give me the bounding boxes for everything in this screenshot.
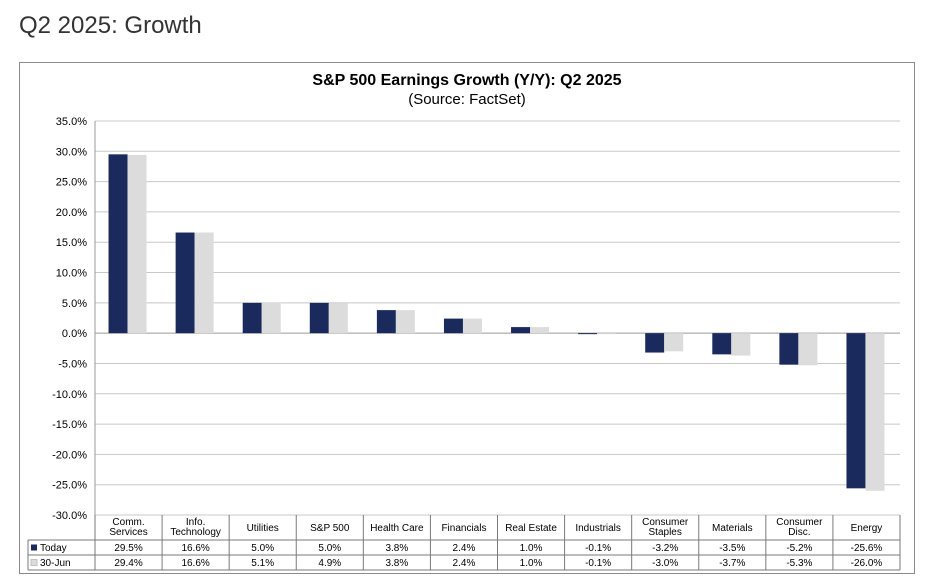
category-label: Consumer — [642, 517, 689, 528]
bar-today — [846, 333, 866, 489]
category-label: Disc. — [788, 527, 810, 538]
bar-today — [242, 302, 262, 334]
category-label: Health Care — [370, 523, 424, 534]
bar-30-jun — [395, 310, 415, 334]
bar-today — [309, 302, 329, 334]
data-label: 1.0% — [520, 558, 543, 569]
data-label: 1.0% — [520, 543, 543, 554]
data-label: -26.0% — [851, 558, 883, 569]
legend-label: Today — [40, 543, 67, 554]
chart-title: S&P 500 Earnings Growth (Y/Y): Q2 2025 — [312, 72, 621, 89]
y-tick-label: 5.0% — [62, 298, 87, 310]
y-tick-label: -5.0% — [58, 358, 87, 370]
data-label: -0.1% — [585, 558, 611, 569]
bar-30-jun — [462, 318, 482, 334]
data-label: 16.6% — [181, 558, 209, 569]
category-label: Consumer — [776, 517, 823, 528]
category-label: S&P 500 — [310, 523, 350, 534]
legend-swatch-30-jun — [30, 559, 38, 566]
category-label: Services — [109, 527, 147, 538]
bar-today — [511, 327, 531, 334]
data-label: 29.4% — [114, 558, 142, 569]
data-label: -3.2% — [652, 543, 678, 554]
data-label: 5.0% — [251, 543, 274, 554]
earnings-growth-chart: S&P 500 Earnings Growth (Y/Y): Q2 2025 (… — [27, 72, 901, 571]
data-label: 5.0% — [318, 543, 341, 554]
y-tick-label: -20.0% — [52, 449, 87, 461]
y-tick-label: 25.0% — [56, 177, 87, 189]
bar-today — [645, 333, 665, 353]
legend-label: 30-Jun — [40, 558, 71, 569]
bar-today — [443, 318, 463, 334]
bar-30-jun — [530, 327, 550, 334]
chart-subtitle: (Source: FactSet) — [408, 91, 526, 108]
category-label: Comm. — [112, 517, 144, 528]
data-label: 3.8% — [385, 558, 408, 569]
bars — [108, 154, 885, 491]
bar-today — [712, 333, 732, 355]
y-tick-label: -30.0% — [52, 510, 87, 522]
bar-today — [779, 333, 799, 365]
y-tick-label: 20.0% — [56, 207, 87, 219]
data-label: -5.3% — [786, 558, 812, 569]
category-label: Utilities — [247, 523, 279, 534]
data-label: -0.1% — [585, 543, 611, 554]
bar-30-jun — [328, 303, 348, 334]
data-label: -3.5% — [719, 543, 745, 554]
data-label: 29.5% — [114, 543, 142, 554]
y-axis-ticks: 35.0% 30.0% 25.0% 20.0% 15.0% 10.0% 5.0% 0.0% -5… — [52, 116, 87, 522]
data-label: -3.0% — [652, 558, 678, 569]
bar-30-jun — [261, 302, 281, 334]
data-label: 2.4% — [453, 558, 476, 569]
category-label: Materials — [712, 523, 753, 534]
category-label: Info. — [186, 517, 205, 528]
y-tick-label: 35.0% — [56, 116, 87, 128]
data-label: -25.6% — [851, 543, 883, 554]
bar-30-jun — [798, 333, 818, 366]
bar-30-jun — [597, 333, 617, 335]
category-label: Financials — [441, 523, 486, 534]
data-table: Comm.Services Info.Technology Utilities S&P… — [27, 515, 901, 571]
category-label: Real Estate — [505, 523, 557, 534]
data-label: 2.4% — [453, 543, 476, 554]
category-label: Energy — [851, 523, 883, 534]
category-label: Staples — [649, 527, 682, 538]
bar-30-jun — [127, 154, 147, 334]
y-tick-label: 0.0% — [62, 328, 87, 340]
category-label: Industrials — [575, 523, 621, 534]
bar-30-jun — [731, 333, 751, 356]
y-tick-label: -25.0% — [52, 480, 87, 492]
bar-today — [578, 333, 598, 335]
bar-today — [108, 154, 128, 334]
y-tick-label: 30.0% — [56, 146, 87, 158]
data-label: 5.1% — [251, 558, 274, 569]
bar-30-jun — [664, 333, 684, 352]
data-label: 16.6% — [181, 543, 209, 554]
y-tick-label: -15.0% — [52, 419, 87, 431]
data-label: -3.7% — [719, 558, 745, 569]
data-label: 4.9% — [318, 558, 341, 569]
bar-30-jun — [865, 333, 885, 491]
page-title: Q2 2025: Growth — [19, 12, 202, 39]
chart-frame: S&P 500 Earnings Growth (Y/Y): Q2 2025 (… — [19, 62, 915, 574]
bar-30-jun — [194, 232, 214, 334]
gridlines — [94, 120, 900, 516]
bar-today — [175, 232, 195, 334]
y-tick-label: -10.0% — [52, 389, 87, 401]
category-label: Technology — [170, 527, 221, 538]
legend-swatch-today — [31, 544, 37, 551]
bar-today — [376, 310, 396, 334]
data-label: -5.2% — [786, 543, 812, 554]
data-label: 3.8% — [385, 543, 408, 554]
y-tick-label: 15.0% — [56, 237, 87, 249]
y-tick-label: 10.0% — [56, 268, 87, 280]
